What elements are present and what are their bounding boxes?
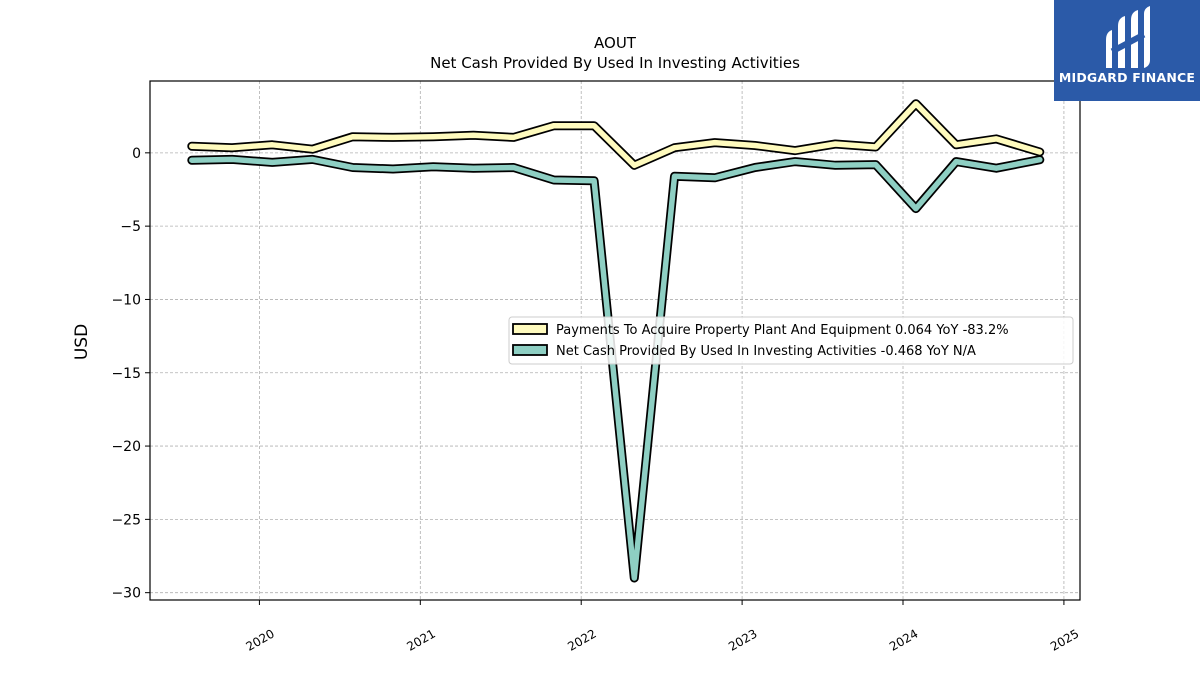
y-tick-label: −30 <box>111 586 141 602</box>
y-axis-label: USD <box>72 324 92 360</box>
legend: Payments To Acquire Property Plant And E… <box>508 316 1074 365</box>
legend-swatch <box>512 344 548 356</box>
brand-logo: MIDGARD FINANCE <box>1054 0 1200 101</box>
series-1-line <box>189 100 1043 169</box>
x-tick-label: 2021 <box>404 626 437 653</box>
chart-title: AOUT <box>594 34 637 52</box>
series-1-outline <box>187 99 1045 170</box>
legend-swatch <box>512 323 548 335</box>
legend-box <box>508 316 1074 365</box>
chart-subtitle: Net Cash Provided By Used In Investing A… <box>430 54 800 72</box>
x-tick-label: 2020 <box>243 626 276 653</box>
brand-name: MIDGARD FINANCE <box>1058 70 1196 85</box>
x-tick-label: 2024 <box>887 626 920 653</box>
series-2-line <box>189 156 1043 581</box>
brand-logo-icon <box>1106 6 1150 68</box>
x-tick-label: 2022 <box>565 626 598 653</box>
y-tick-label: −5 <box>120 219 141 235</box>
y-tick-label: −20 <box>111 439 141 455</box>
legend-label: Payments To Acquire Property Plant And E… <box>556 323 1009 338</box>
plot-frame <box>149 80 1081 601</box>
y-tick-label: 0 <box>132 146 141 162</box>
y-tick-label: −10 <box>111 292 141 308</box>
x-tick-label: 2023 <box>726 626 759 653</box>
series-lines <box>187 99 1045 583</box>
y-tick-label: −25 <box>111 512 141 528</box>
legend-label: Net Cash Provided By Used In Investing A… <box>556 344 976 359</box>
y-tick-label: −15 <box>111 366 141 382</box>
x-tick-label: 2025 <box>1048 626 1081 653</box>
